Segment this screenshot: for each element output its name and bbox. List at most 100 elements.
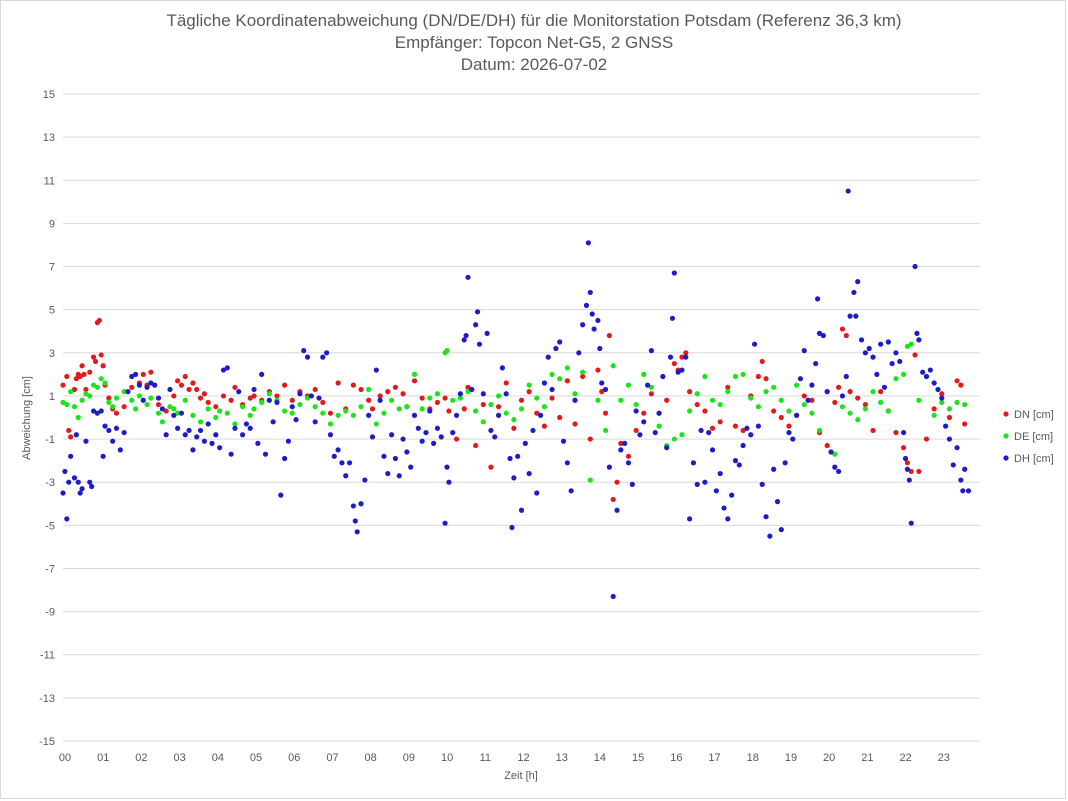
data-point (117, 447, 123, 453)
data-point (946, 406, 953, 412)
data-point (855, 417, 861, 423)
data-point (450, 397, 456, 403)
data-point (495, 404, 502, 410)
data-point (205, 421, 211, 427)
legend-label: DN [cm] (1014, 409, 1054, 421)
data-point (186, 427, 192, 434)
data-point (171, 406, 177, 412)
data-point (572, 397, 578, 403)
x-tick-label: 06 (288, 752, 300, 764)
data-point (71, 475, 78, 481)
data-point (400, 436, 406, 442)
data-point (900, 371, 907, 377)
data-point (580, 369, 586, 375)
x-tick-label: 20 (823, 752, 835, 764)
data-point (839, 404, 846, 410)
legend-marker (1003, 433, 1009, 439)
data-point (560, 438, 567, 444)
data-point (159, 406, 165, 412)
data-point (503, 380, 509, 386)
data-point (671, 436, 677, 442)
data-point (931, 380, 937, 386)
data-point (278, 492, 284, 498)
data-point (465, 274, 471, 280)
data-point (73, 376, 79, 382)
data-point (669, 315, 676, 321)
y-tick-labels: 15 13 11 9 7 5 3 1 -1 -3 -5 -7 -9 -11 -13 -15 (39, 89, 55, 748)
data-point (732, 458, 739, 464)
data-point (962, 466, 968, 472)
data-point (580, 322, 586, 328)
data-point (709, 397, 716, 403)
data-point (870, 389, 876, 395)
data-point (282, 408, 288, 414)
data-point (255, 440, 261, 446)
data-point (66, 427, 72, 434)
data-point (163, 432, 169, 438)
data-point (958, 477, 964, 483)
data-point (828, 449, 834, 455)
data-point (858, 337, 865, 343)
x-tick-label: 04 (212, 752, 224, 764)
chart-subtitle-date: Datum: 2026-07-02 (460, 55, 608, 74)
data-point (832, 399, 838, 406)
data-point (213, 404, 219, 410)
data-point (698, 427, 704, 434)
data-point (870, 354, 876, 360)
data-point (140, 371, 146, 377)
data-point (404, 449, 410, 455)
data-point (954, 399, 960, 406)
data-point (725, 389, 731, 395)
data-point (427, 395, 433, 401)
data-point (564, 378, 570, 384)
data-point (564, 460, 570, 466)
data-point (312, 404, 318, 410)
data-point (98, 352, 104, 358)
data-point (404, 404, 410, 410)
data-point (499, 365, 505, 371)
chart-subtitle: Empfänger: Topcon Net-G5, 2 GNSS (394, 33, 674, 52)
data-point (902, 455, 909, 462)
data-point (602, 427, 609, 434)
data-point (465, 384, 471, 390)
data-point (878, 399, 884, 406)
x-tick-label: 05 (250, 752, 262, 764)
data-point (381, 453, 387, 459)
data-point (736, 462, 742, 468)
data-point (236, 389, 242, 395)
data-point (358, 501, 364, 507)
data-point (434, 425, 441, 431)
x-tick-label: 03 (174, 752, 186, 764)
data-point (297, 401, 303, 408)
data-point (64, 516, 70, 522)
data-point (320, 410, 326, 416)
data-point (923, 436, 930, 442)
data-point (843, 373, 849, 380)
data-point (530, 427, 536, 434)
data-point (312, 419, 318, 425)
data-point (148, 369, 154, 375)
data-point (201, 438, 207, 444)
data-point (847, 410, 853, 416)
data-point (641, 419, 647, 425)
data-point (805, 397, 811, 403)
data-point (369, 434, 376, 440)
data-point (79, 397, 85, 403)
data-point (954, 378, 960, 384)
x-tick-label: 00 (59, 752, 71, 764)
data-point (68, 434, 74, 440)
data-point (182, 432, 188, 438)
data-point (259, 371, 265, 377)
data-point (259, 399, 265, 406)
data-point (725, 384, 731, 390)
data-point (589, 311, 595, 317)
data-point (648, 391, 655, 397)
data-point (904, 460, 911, 466)
data-point (64, 373, 70, 380)
data-point (732, 373, 739, 380)
data-point (457, 395, 463, 401)
data-point (446, 408, 452, 414)
data-point (75, 479, 81, 485)
data-point (767, 533, 773, 539)
data-point (843, 332, 849, 339)
